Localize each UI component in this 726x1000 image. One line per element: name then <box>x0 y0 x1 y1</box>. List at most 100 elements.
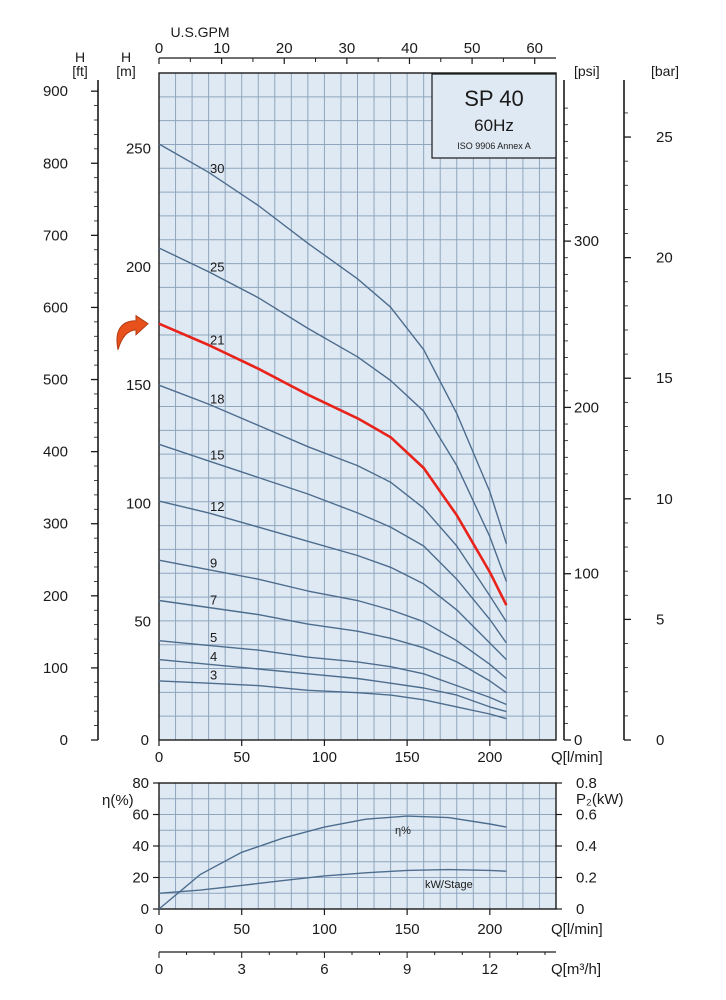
m3h-tick-label: 0 <box>155 961 163 978</box>
psi-tick-label: 0 <box>574 732 582 749</box>
head-curve-18 <box>158 384 507 623</box>
ft-tick-label: 800 <box>43 155 68 172</box>
x-tick-label: 200 <box>477 749 502 766</box>
model-name: SP 40 <box>464 86 524 111</box>
ft-tick-label: 0 <box>60 732 68 749</box>
curve-label-21: 21 <box>210 333 224 348</box>
frequency-label: 60Hz <box>474 116 514 135</box>
head-curve-21 <box>158 322 508 606</box>
y-tick-label-m: 250 <box>126 141 151 158</box>
x-tick-label: 0 <box>155 749 163 766</box>
top-tick-label: 60 <box>526 40 543 57</box>
lower-x-tick-label: 200 <box>477 921 502 938</box>
y-axis-title-m: H <box>121 49 131 65</box>
y-tick-label-m: 50 <box>134 614 151 631</box>
ft-tick-label: 200 <box>43 588 68 605</box>
power-tick-label: 0.4 <box>576 838 597 855</box>
bar-tick-label: 20 <box>656 250 673 267</box>
ft-tick-label: 300 <box>43 516 68 533</box>
m3h-tick-label: 9 <box>403 961 411 978</box>
curve-label-15: 15 <box>210 448 224 463</box>
eta-tick-label: 60 <box>132 807 149 824</box>
top-tick-label: 10 <box>213 40 230 57</box>
m3h-tick-label: 6 <box>320 961 328 978</box>
eta-tick-label: 40 <box>132 838 149 855</box>
top-axis-label: U.S.GPM <box>170 24 229 40</box>
eta-tick-label: 80 <box>132 775 149 792</box>
psi-tick-label: 200 <box>574 399 599 416</box>
top-tick-label: 50 <box>464 40 481 57</box>
ft-tick-label: 500 <box>43 372 68 389</box>
head-curve-25 <box>158 247 508 582</box>
head-curve-7 <box>158 599 507 694</box>
top-tick-label: 20 <box>276 40 293 57</box>
standard-label: ISO 9906 Annex A <box>457 141 531 151</box>
power-tick-label: 0.2 <box>576 870 597 887</box>
head-curve-9 <box>158 559 507 680</box>
eta-axis-label: η(%) <box>102 792 134 809</box>
m3h-tick-label: 12 <box>481 961 498 978</box>
power-tick-label: 0.6 <box>576 807 597 824</box>
x-tick-label: 50 <box>233 749 250 766</box>
lower-x-tick-label: 0 <box>155 921 163 938</box>
eta-tick-label: 0 <box>141 901 149 918</box>
curve-label-25: 25 <box>210 260 224 275</box>
head-curve-plot: 0 50 100 150 200 Q[l/min]0 10 20 30 40 50 60U.S.GPM… <box>43 24 679 766</box>
psi-tick-label: 100 <box>574 566 599 583</box>
head-curve-4 <box>158 658 507 713</box>
head-curve-30 <box>158 143 508 544</box>
power-curve-label: kW/Stage <box>425 879 473 891</box>
y-tick-label-m: 0 <box>141 732 149 749</box>
y-axis-unit-ft: [ft] <box>72 63 88 79</box>
head-curve-12 <box>158 500 507 661</box>
head-curve-5 <box>158 640 507 706</box>
curve-label-18: 18 <box>210 391 224 406</box>
ft-tick-label: 400 <box>43 444 68 461</box>
curve-label-30: 30 <box>210 161 224 176</box>
x-tick-label: 150 <box>395 749 420 766</box>
curve-label-9: 9 <box>210 555 217 570</box>
marker-arrow-icon <box>116 314 149 350</box>
lower-curve-efficiency <box>158 815 507 910</box>
head-curve-15 <box>158 443 507 644</box>
lower-x-axis-label: Q[l/min] <box>551 921 603 938</box>
x-axis-label: Q[l/min] <box>551 749 603 766</box>
lower-x-tick-label: 150 <box>395 921 420 938</box>
curve-label-12: 12 <box>210 499 224 514</box>
y-tick-label-m: 100 <box>126 495 151 512</box>
ft-tick-label: 100 <box>43 660 68 677</box>
title-box: SP 40 60Hz ISO 9906 Annex A <box>431 73 557 159</box>
curve-label-3: 3 <box>210 668 217 683</box>
curve-label-5: 5 <box>210 630 217 645</box>
psi-tick-label: 300 <box>574 233 599 250</box>
lower-curve-power <box>158 868 507 894</box>
eta-tick-label: 20 <box>132 870 149 887</box>
power-tick-label: 0.8 <box>576 775 597 792</box>
ft-tick-label: 700 <box>43 227 68 244</box>
bar-tick-label: 10 <box>656 491 673 508</box>
m3h-axis-label: Q[m³/h] <box>551 961 601 978</box>
power-axis-label: P₂(kW) <box>576 791 623 808</box>
bar-tick-label: 25 <box>656 129 673 146</box>
plot-frame <box>158 72 557 741</box>
y-tick-label-m: 150 <box>126 377 151 394</box>
head-curve-3 <box>158 680 507 720</box>
y-tick-label-m: 200 <box>126 259 151 276</box>
top-tick-label: 40 <box>401 40 418 57</box>
power-tick-label: 0 <box>576 901 584 918</box>
x-tick-label: 100 <box>312 749 337 766</box>
y-axis-unit-m: [m] <box>116 63 135 79</box>
lower-x-tick-label: 100 <box>312 921 337 938</box>
curve-label-7: 7 <box>210 593 217 608</box>
bar-axis-label: [bar] <box>651 63 679 79</box>
psi-axis-label: [psi] <box>574 63 600 79</box>
m3h-tick-label: 3 <box>238 961 246 978</box>
lower-x-tick-label: 50 <box>233 921 250 938</box>
bar-tick-label: 0 <box>656 732 664 749</box>
curve-label-4: 4 <box>210 649 217 664</box>
bar-tick-label: 5 <box>656 611 664 628</box>
ft-tick-label: 900 <box>43 83 68 100</box>
y-axis-title-ft: H <box>75 49 85 65</box>
